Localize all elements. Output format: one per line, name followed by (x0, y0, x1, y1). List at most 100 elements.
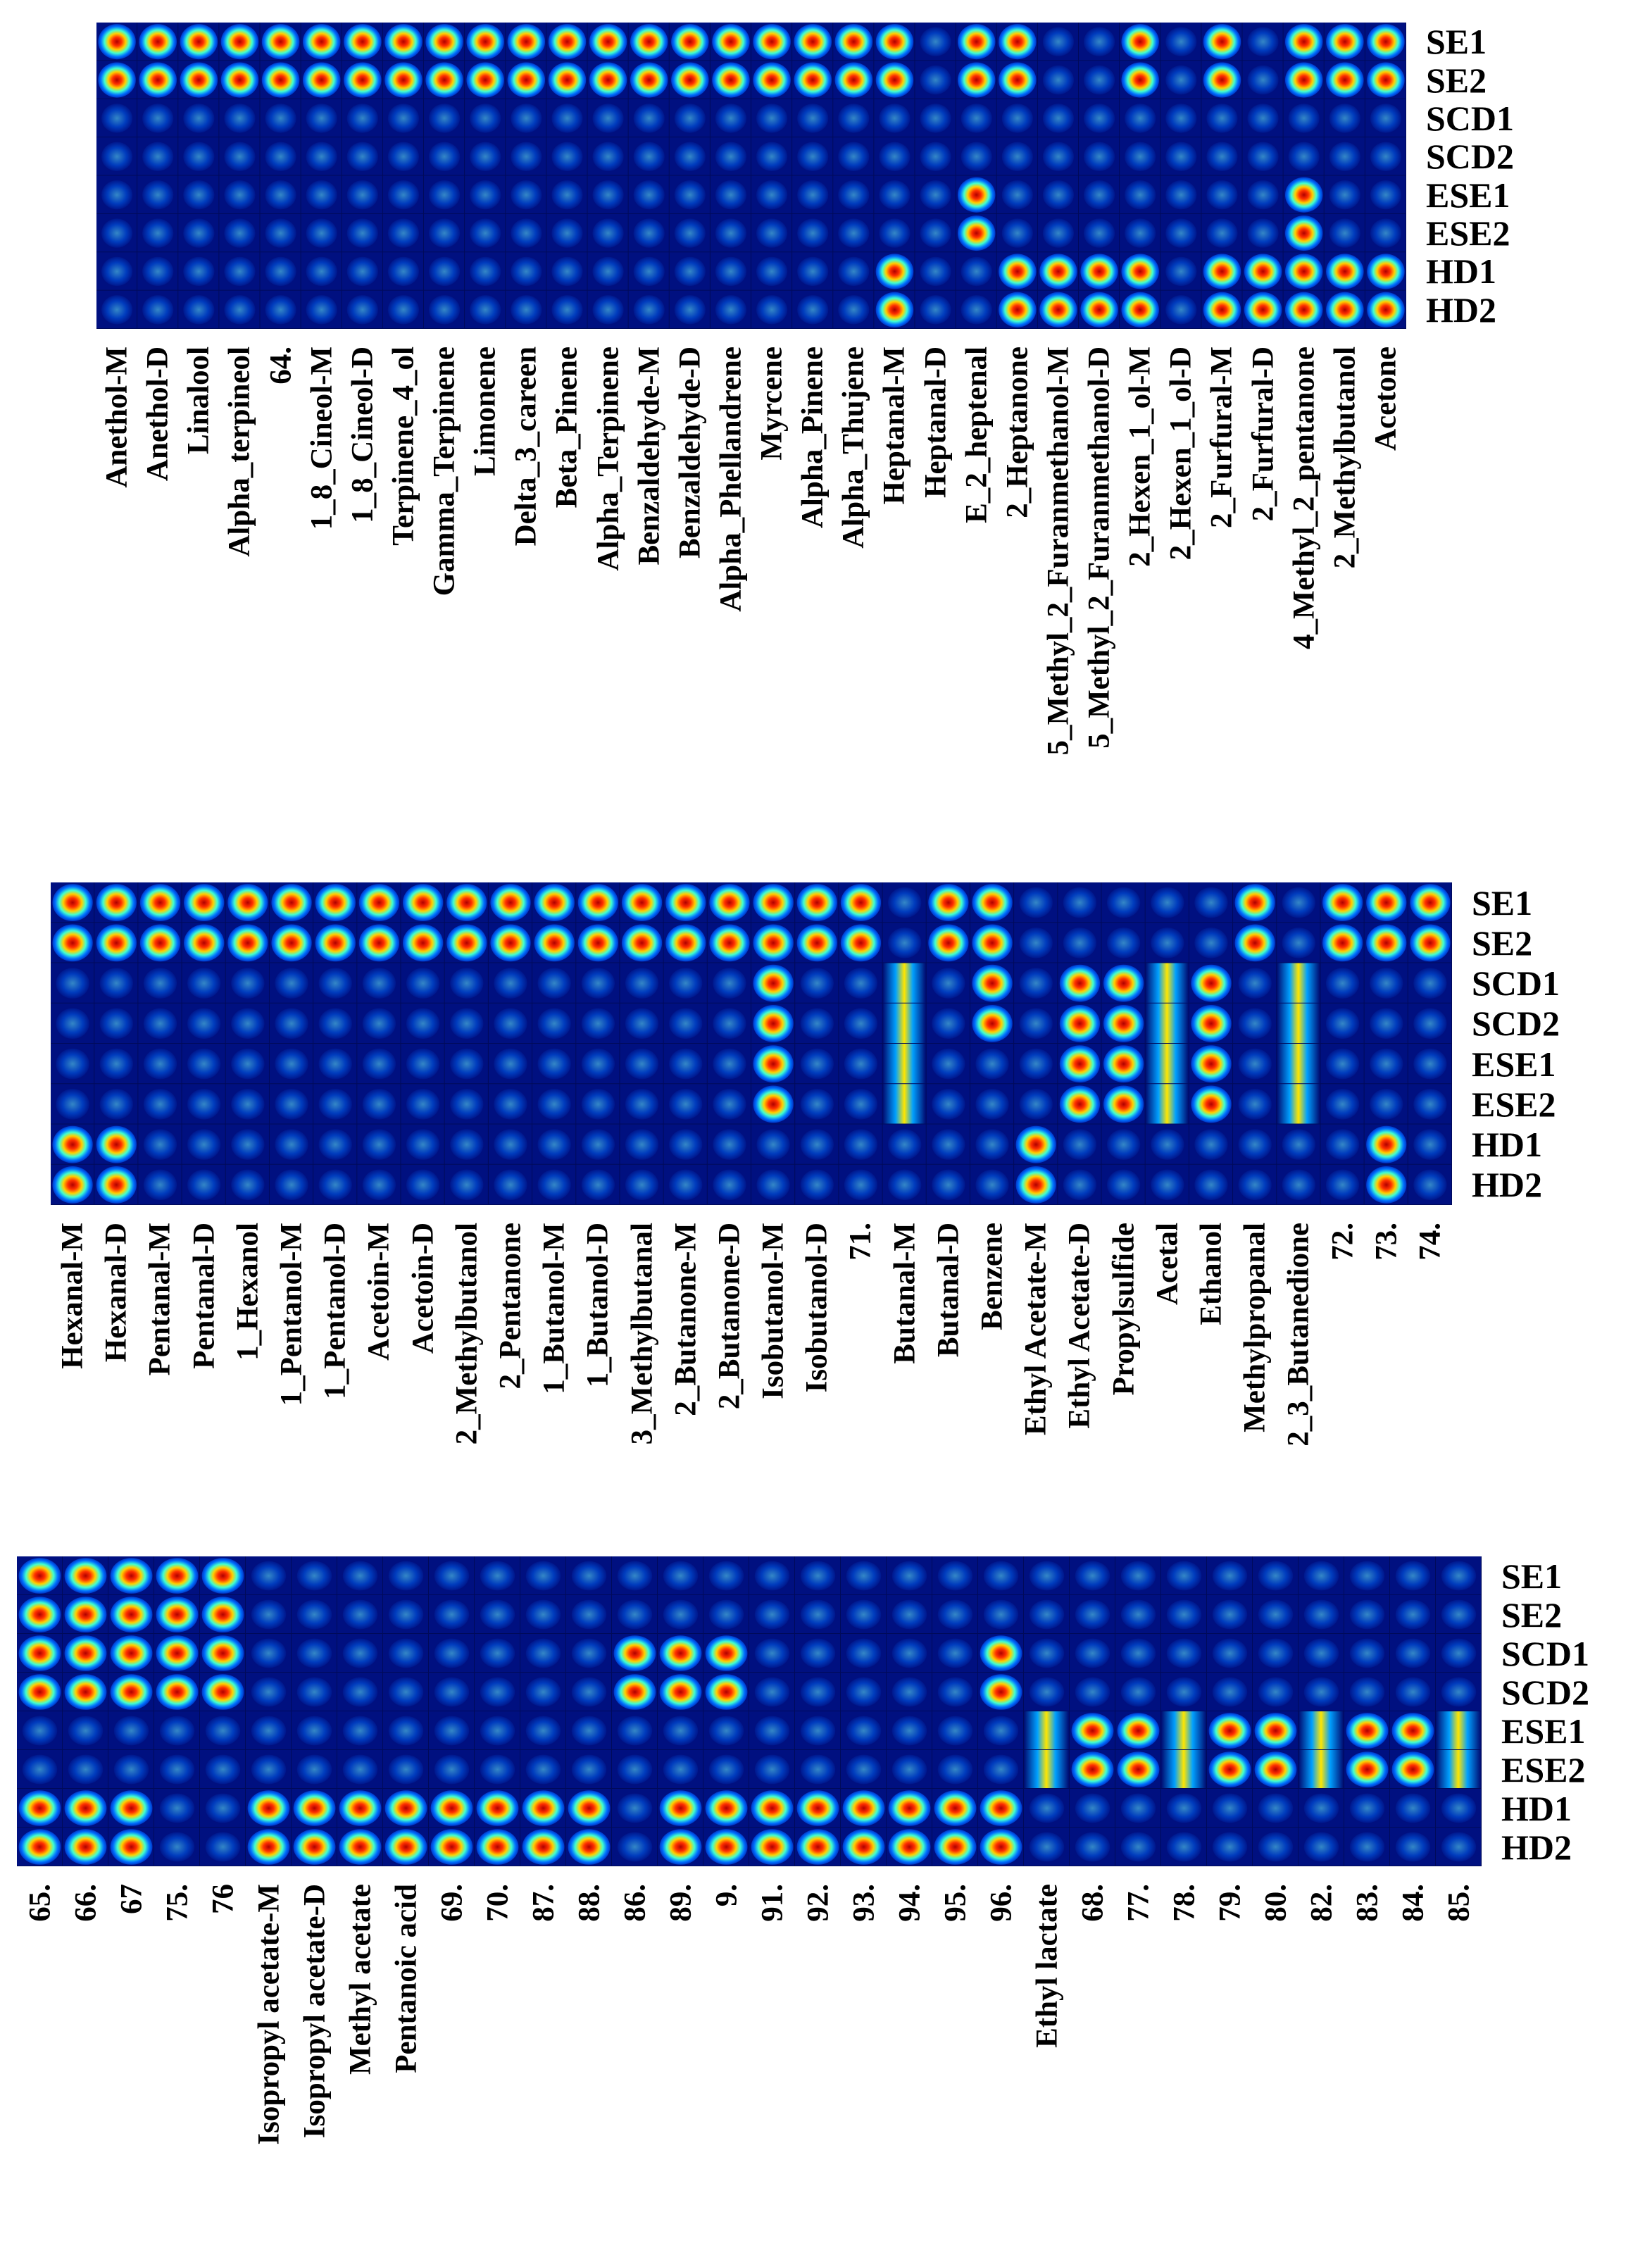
heatmap-cell (1115, 1595, 1160, 1633)
row-label: ESE2 (1472, 1084, 1556, 1124)
heatmap-cell (1101, 1124, 1145, 1164)
heatmap-cell (1161, 1673, 1206, 1711)
heatmap-cell (51, 923, 94, 963)
heatmap-cell (751, 963, 795, 1003)
heatmap-cell (1242, 252, 1283, 290)
row-label: HD2 (1501, 1827, 1572, 1867)
heatmap-cell (576, 1084, 620, 1124)
heatmap-cell (137, 213, 178, 252)
heatmap-cell (532, 882, 576, 923)
column-label: 72. (1326, 1223, 1360, 1261)
heatmap-cell (383, 1634, 428, 1672)
column-label: Alpha_Phellandrene (714, 346, 748, 612)
heatmap-cell (1101, 963, 1145, 1003)
heatmap-cell (707, 1124, 751, 1164)
heatmap-cell (108, 1711, 154, 1749)
column-label: 2_Hexen_1_ol-M (1123, 346, 1157, 567)
heatmap-cell (833, 61, 874, 99)
heatmap-cell (1070, 1595, 1115, 1633)
heatmap-cell (154, 1789, 199, 1827)
column-label: 79. (1213, 1884, 1246, 1922)
heatmap-cell (703, 1673, 749, 1711)
heatmap-cell (444, 1084, 488, 1124)
heatmap-cell (1161, 1789, 1206, 1827)
column-label: Acetoin-M (362, 1223, 396, 1361)
heatmap-cell (1320, 882, 1364, 923)
heatmap-cell (292, 1789, 337, 1827)
heatmap-cell (260, 61, 301, 99)
heatmap-cell (1145, 923, 1189, 963)
heatmap-cell (520, 1634, 565, 1672)
heatmap-cell (1014, 923, 1058, 963)
column-label: 95. (939, 1884, 972, 1922)
heatmap-cell (628, 137, 669, 175)
heatmap-cell (1233, 882, 1277, 923)
row-label: ESE1 (1472, 1044, 1556, 1084)
heatmap-cell (669, 252, 710, 290)
heatmap-cell (663, 1003, 707, 1043)
heatmap-cell (1283, 61, 1324, 99)
heatmap-cell (1120, 213, 1160, 252)
heatmap-cell (219, 252, 260, 290)
heatmap-cell (520, 1789, 565, 1827)
heatmap-cell (465, 213, 506, 252)
heatmap-cell (337, 1711, 382, 1749)
heatmap-cell (138, 1003, 182, 1043)
heatmap-cell (138, 1164, 182, 1204)
heatmap-cell (137, 252, 178, 290)
heatmap-cell (839, 882, 882, 923)
heatmap-cell (260, 99, 301, 137)
heatmap-cell (915, 23, 956, 61)
heatmap-cell (926, 963, 970, 1003)
heatmap-cell (749, 1711, 794, 1749)
heatmap-cell (915, 137, 956, 175)
heatmap-cell (260, 213, 301, 252)
heatmap-cell (1390, 1750, 1435, 1788)
heatmap-cell (1037, 137, 1078, 175)
heatmap-cell (1242, 61, 1283, 99)
heatmap-cell (108, 1556, 154, 1594)
column-label: Ethanol (1194, 1223, 1228, 1325)
row-label: ESE1 (1501, 1711, 1586, 1751)
heatmap-cell (1390, 1711, 1435, 1749)
heatmap-cell (1070, 1673, 1115, 1711)
heatmap-cell (506, 23, 546, 61)
heatmap-cell (269, 1044, 313, 1084)
heatmap-cell (833, 290, 874, 328)
heatmap-cell (839, 1044, 882, 1084)
column-label: Pentanal-M (143, 1223, 177, 1376)
heatmap-cell (337, 1789, 382, 1827)
heatmap-cell (970, 1084, 1014, 1124)
heatmap-cell (51, 1084, 94, 1124)
heatmap-cell (225, 1044, 269, 1084)
heatmap-cell (429, 1556, 474, 1594)
heatmap-cell (1037, 252, 1078, 290)
heatmap-cell (63, 1828, 108, 1866)
heatmap-cell (1364, 1044, 1408, 1084)
heatmap-cell (246, 1828, 291, 1866)
row-label: SE2 (1472, 923, 1533, 963)
heatmap-cell (424, 252, 465, 290)
column-label: Limonene (468, 346, 502, 476)
heatmap-cell (587, 252, 628, 290)
heatmap-cell (342, 290, 382, 328)
heatmap-cell (313, 1044, 357, 1084)
row-label: SE2 (1501, 1594, 1563, 1635)
heatmap-cell (1160, 290, 1201, 328)
heatmap-cell (1344, 1750, 1389, 1788)
heatmap-cell (225, 1164, 269, 1204)
heatmap-cell (663, 882, 707, 923)
heatmap-cell (219, 99, 260, 137)
heatmap-cell (703, 1711, 749, 1749)
heatmap-cell (246, 1711, 291, 1749)
heatmap-cell (751, 1003, 795, 1043)
heatmap-cell (1079, 175, 1120, 213)
heatmap-cell (1201, 213, 1242, 252)
heatmap-cell (795, 1124, 839, 1164)
heatmap-cell (63, 1634, 108, 1672)
heatmap-cell (620, 1044, 663, 1084)
column-label: 2_Hexen_1_ol-D (1164, 346, 1198, 561)
heatmap-cell (1320, 1084, 1364, 1124)
heatmap-cell (465, 252, 506, 290)
heatmap-cell (833, 23, 874, 61)
